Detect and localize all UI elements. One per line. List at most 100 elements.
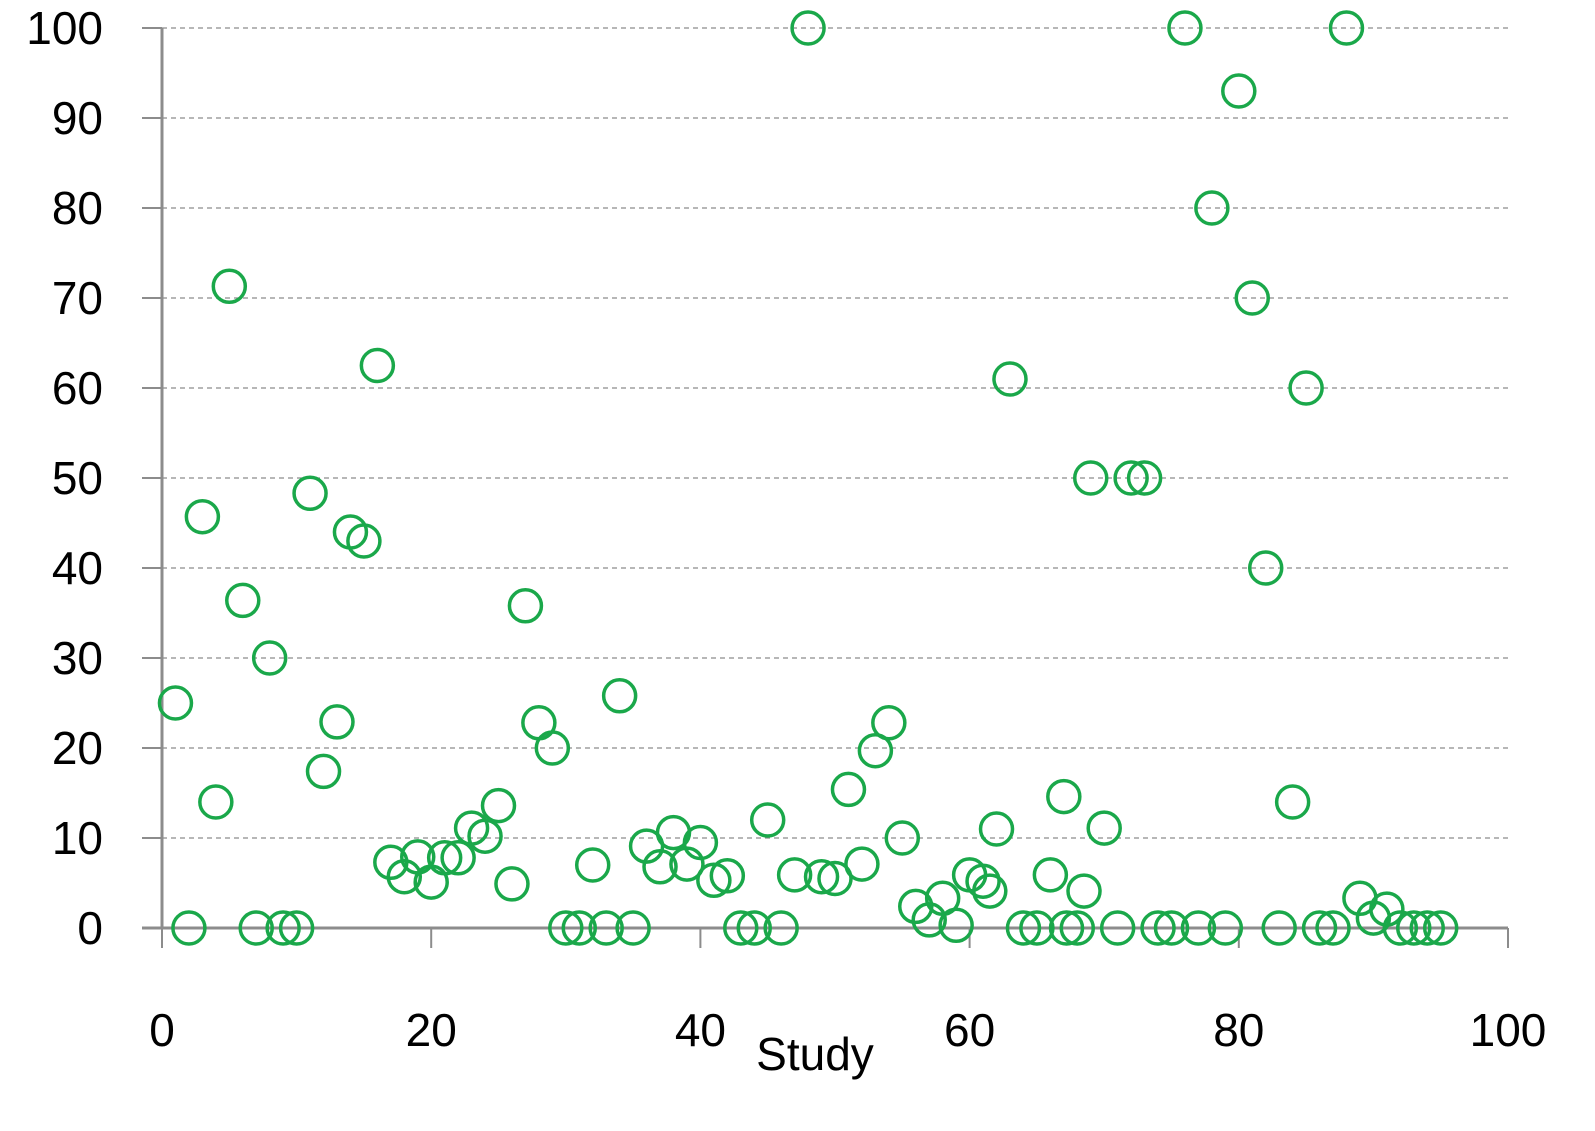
data-point	[171, 910, 207, 946]
x-tick-label: 80	[1213, 1004, 1264, 1056]
data-point	[440, 840, 476, 876]
data-point	[305, 753, 342, 790]
data-point	[615, 910, 651, 946]
data-point	[1221, 73, 1257, 109]
y-tick-label: 30	[52, 632, 103, 684]
data-point	[857, 732, 894, 769]
data-point	[265, 910, 301, 946]
data-point	[776, 857, 813, 893]
x-tick-label: 40	[675, 1004, 726, 1056]
data-point	[817, 860, 853, 897]
data-point	[1207, 910, 1244, 946]
data-point	[763, 910, 799, 946]
data-point	[521, 705, 557, 741]
data-point	[198, 784, 234, 820]
data-point	[992, 361, 1028, 397]
y-tick-label: 90	[52, 92, 103, 144]
data-point	[749, 802, 786, 838]
y-tick-label: 0	[77, 902, 103, 954]
data-point	[1032, 857, 1069, 893]
data-point	[574, 847, 611, 883]
data-point	[871, 705, 907, 741]
data-point	[898, 888, 934, 925]
data-point	[1059, 910, 1096, 946]
data-point	[1072, 460, 1109, 496]
data-points	[157, 10, 1459, 946]
data-point	[1315, 910, 1351, 946]
data-point	[426, 840, 463, 876]
data-point	[561, 910, 598, 946]
data-point	[1167, 10, 1203, 46]
gridlines	[162, 27, 1508, 839]
data-point	[292, 475, 328, 512]
data-point	[803, 858, 840, 895]
data-point	[736, 910, 772, 946]
y-tick-label: 20	[52, 722, 103, 774]
y-tick-label: 100	[26, 2, 103, 54]
data-point	[723, 910, 759, 946]
data-point	[278, 910, 315, 946]
x-tick-label: 100	[1470, 1004, 1547, 1056]
axes	[142, 27, 1509, 948]
data-point	[386, 858, 423, 895]
data-point	[938, 907, 974, 944]
data-point	[157, 685, 194, 721]
data-point	[884, 820, 921, 856]
data-point	[1261, 910, 1297, 946]
data-point	[1288, 370, 1324, 406]
data-point	[211, 268, 248, 305]
data-point	[480, 787, 517, 824]
data-point	[642, 849, 678, 885]
data-point	[1113, 460, 1149, 496]
y-tick-label: 80	[52, 182, 103, 234]
y-tick-label: 50	[52, 452, 103, 504]
data-point	[1099, 910, 1136, 946]
data-point	[965, 863, 1001, 899]
data-point	[1126, 460, 1163, 496]
data-point	[790, 10, 826, 46]
data-point	[1180, 910, 1217, 946]
data-point	[1328, 10, 1365, 46]
data-point	[507, 588, 544, 624]
y-tick-label: 40	[52, 542, 103, 594]
data-point	[467, 818, 503, 854]
data-point	[1369, 891, 1405, 927]
data-point	[1140, 910, 1176, 946]
data-point	[1396, 910, 1432, 946]
x-tick-label: 0	[149, 1004, 175, 1056]
data-point	[978, 811, 1015, 847]
data-point	[1194, 190, 1230, 226]
data-point	[251, 640, 288, 676]
data-point	[1301, 910, 1338, 946]
data-point	[1019, 910, 1055, 946]
data-point	[225, 582, 261, 619]
data-point	[238, 910, 274, 946]
y-tick-label: 10	[52, 812, 103, 864]
data-point	[319, 704, 355, 740]
y-tick-label: 70	[52, 272, 103, 324]
data-point	[184, 498, 221, 535]
data-point	[1234, 280, 1271, 316]
x-axis-title: Study	[756, 1028, 874, 1080]
data-point	[601, 678, 638, 714]
data-point	[709, 858, 746, 894]
data-point	[548, 910, 584, 946]
data-point	[1422, 910, 1459, 946]
data-point	[1247, 550, 1284, 586]
data-point	[682, 824, 719, 861]
data-point	[359, 347, 396, 384]
tick-labels: 0 10 20 30 40 50 60 70 80 90 100 0 20 40 60 80 100	[26, 2, 1546, 1056]
data-point	[972, 873, 1008, 909]
x-tick-label: 20	[406, 1004, 457, 1056]
data-point	[830, 771, 867, 808]
data-point	[1046, 778, 1082, 815]
data-point	[1066, 873, 1102, 909]
data-point	[1382, 910, 1419, 946]
data-point	[1086, 810, 1122, 846]
data-point	[1274, 784, 1311, 820]
data-point	[844, 846, 880, 882]
y-tick-label: 60	[52, 362, 103, 414]
data-point	[1153, 910, 1190, 946]
x-tick-label: 60	[944, 1004, 995, 1056]
